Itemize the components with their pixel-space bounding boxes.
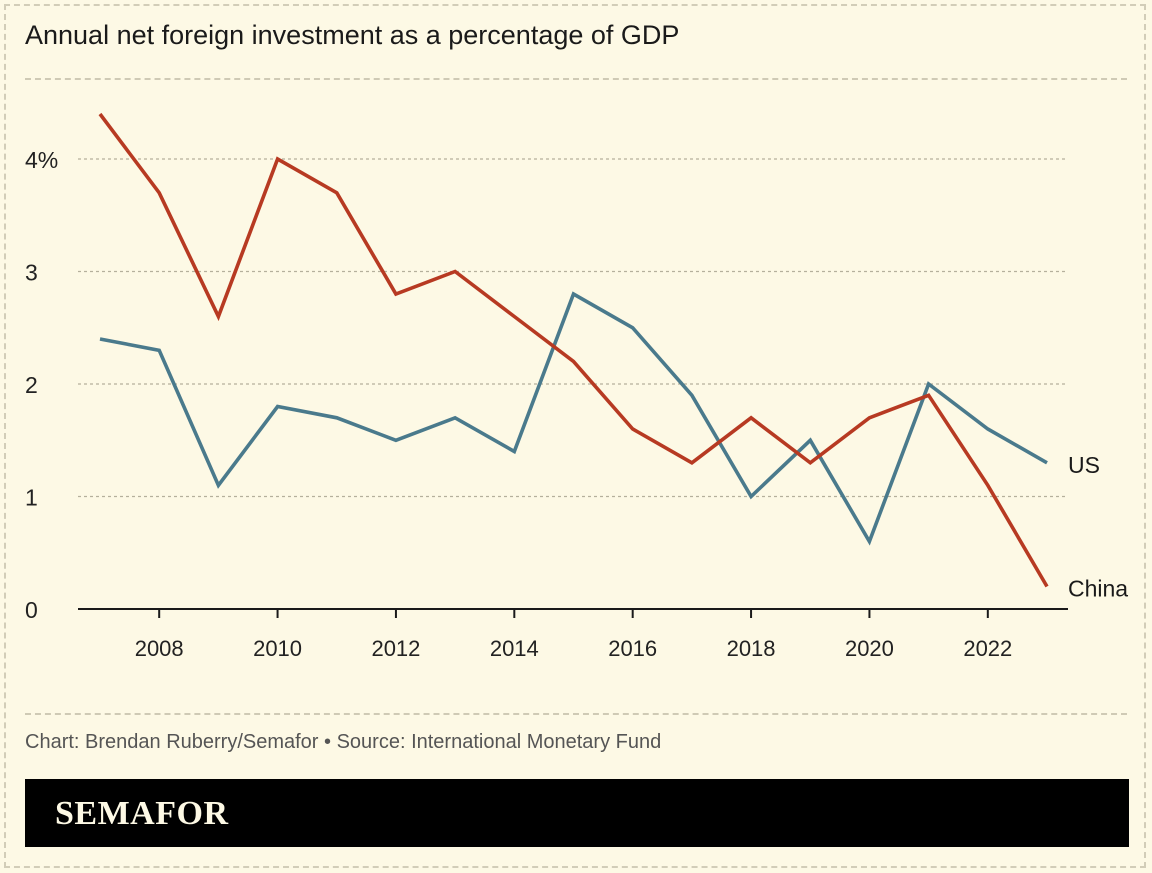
top-divider [25,78,1127,80]
brand-footer: SEMAFOR [25,779,1129,847]
series-label-china: China [1068,576,1128,602]
axes [78,608,1068,618]
series-label-us: US [1068,452,1100,478]
brand-logo: SEMAFOR [55,795,229,832]
x-tick-label-2016: 2016 [608,636,657,661]
x-tick-label-2010: 2010 [253,636,302,661]
y-tick-label-3: 3 [25,260,38,286]
x-tick-label-2012: 2012 [371,636,420,661]
series-labels: US China [1068,452,1128,602]
series-line-china [98,112,1049,588]
x-tick-label-2014: 2014 [490,636,539,661]
y-tick-labels: 0 1 2 3 4% [25,147,58,623]
y-tick-label-1: 1 [25,485,38,511]
chart-credit: Chart: Brendan Ruberry/Semafor • Source:… [25,731,662,753]
series-line-us [99,291,1048,546]
x-tick-label-2018: 2018 [727,636,776,661]
chart-title: Annual net foreign investment as a perce… [25,20,680,50]
x-tick-label-2020: 2020 [845,636,894,661]
gridlines [78,158,1068,498]
y-tick-label-2: 2 [25,372,38,398]
bottom-divider [25,713,1127,715]
series-lines [98,112,1049,588]
x-tick-label-2022: 2022 [963,636,1012,661]
y-tick-label-4: 4% [25,147,58,173]
y-tick-label-0: 0 [25,597,38,623]
x-tick-labels: 2008 2010 2012 2014 2016 2018 2020 2022 [135,636,1013,661]
x-tick-label-2008: 2008 [135,636,184,661]
